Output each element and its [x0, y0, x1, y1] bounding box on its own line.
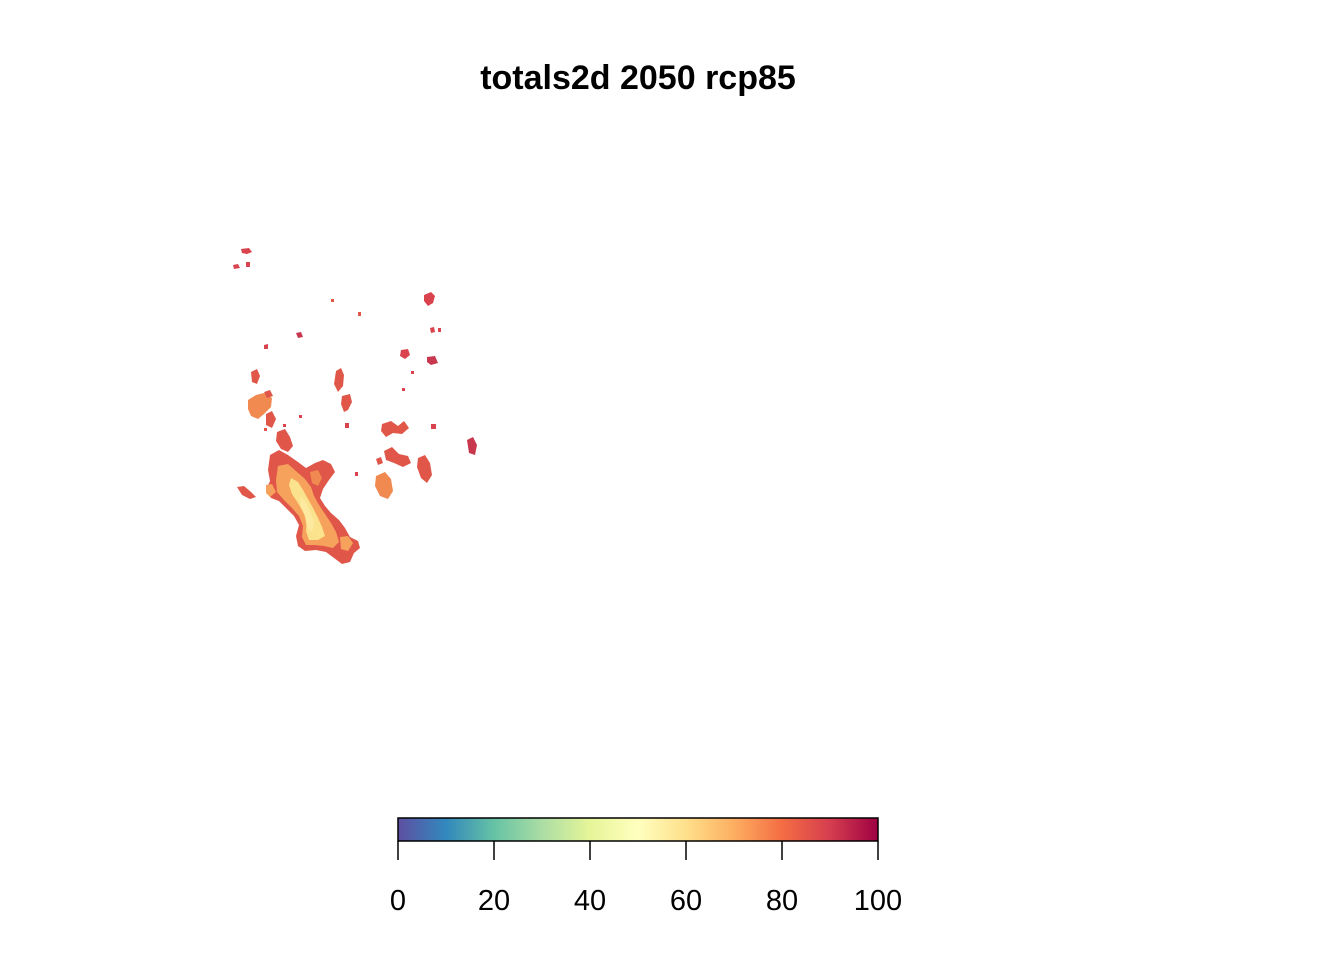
- map-patch: [431, 424, 436, 429]
- map-patch: [233, 264, 240, 269]
- map-patch: [266, 484, 276, 497]
- map-patch: [375, 472, 393, 499]
- map-patch: [331, 299, 334, 302]
- map-patch: [264, 428, 267, 431]
- legend-tick-label: 0: [390, 885, 406, 917]
- map-patch: [427, 356, 438, 365]
- map-patch: [358, 312, 361, 316]
- map-patch: [296, 332, 303, 338]
- map-patch: [264, 390, 273, 398]
- map-patches: [233, 248, 477, 564]
- map-patch: [276, 429, 293, 452]
- map-patch: [266, 411, 276, 428]
- map-patch: [430, 327, 435, 333]
- map-patch: [467, 437, 477, 455]
- map-patch: [246, 262, 250, 267]
- plot-title: totals2d 2050 rcp85: [480, 59, 796, 97]
- legend-tick-label: 80: [766, 885, 798, 917]
- map-patch: [341, 394, 352, 412]
- map-patch: [424, 292, 435, 306]
- map-patch: [411, 371, 414, 374]
- map-patch: [334, 368, 344, 392]
- map-patch: [355, 472, 358, 476]
- map-patch: [237, 486, 256, 499]
- map-patch: [310, 470, 322, 486]
- map-patch: [340, 536, 353, 551]
- map-patch: [376, 457, 383, 465]
- map-patch: [264, 344, 268, 349]
- map-patch: [438, 328, 441, 332]
- map-patch: [400, 349, 410, 359]
- legend-color-bar: [397, 817, 879, 842]
- legend-tick-label: 60: [670, 885, 702, 917]
- legend-tick-label: 20: [478, 885, 510, 917]
- map-patch: [300, 496, 314, 532]
- map-patch: [299, 415, 302, 418]
- legend-ticks: 0 20 40 60 80 100: [390, 841, 902, 917]
- legend-tick-label: 40: [574, 885, 606, 917]
- map-patch: [283, 424, 286, 427]
- map-patch: [384, 447, 411, 467]
- map-patch: [248, 393, 272, 419]
- legend-tick-label: 100: [854, 885, 902, 917]
- map-patch: [251, 369, 260, 384]
- map-patch: [417, 455, 432, 483]
- map-patch: [402, 388, 405, 391]
- map-patch: [241, 248, 252, 254]
- map-patch: [381, 421, 409, 437]
- map-patch: [345, 423, 349, 428]
